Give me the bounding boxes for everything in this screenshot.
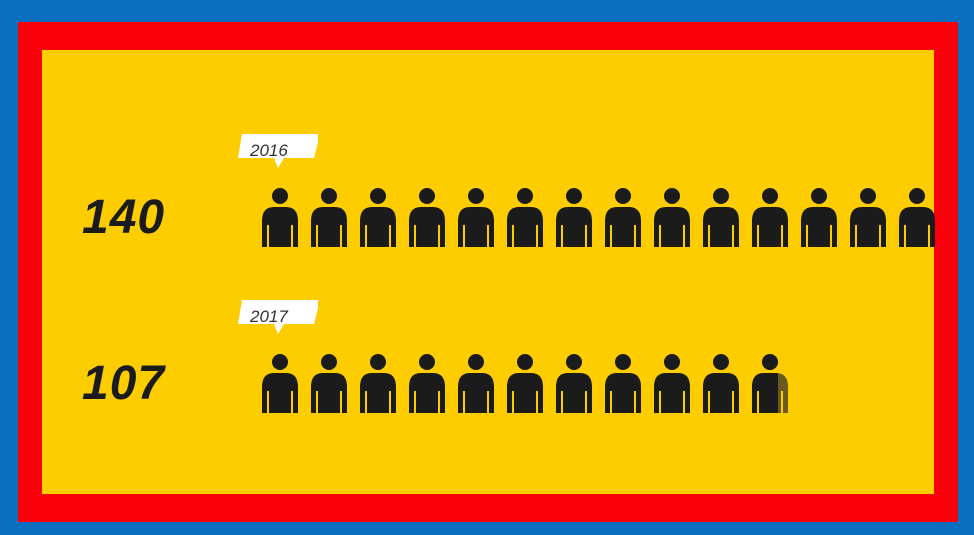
person-icon bbox=[752, 188, 788, 247]
year-label: 2017 bbox=[250, 307, 288, 326]
infographic-panel: 140 2016 107 2017 bbox=[42, 50, 935, 494]
person-icon bbox=[605, 188, 641, 247]
person-icon bbox=[360, 354, 396, 413]
person-icon-partial bbox=[752, 354, 778, 413]
person-icon bbox=[311, 354, 347, 413]
person-icon bbox=[605, 354, 641, 413]
person-icon bbox=[458, 354, 494, 413]
person-icon bbox=[850, 188, 886, 247]
tag-shape bbox=[238, 134, 318, 168]
year-tag: 2017 bbox=[238, 298, 318, 336]
person-icon-row bbox=[262, 354, 788, 413]
person-icon bbox=[458, 188, 494, 247]
person-icon bbox=[409, 188, 445, 247]
person-icon bbox=[703, 188, 739, 247]
person-icon bbox=[654, 188, 690, 247]
person-icon bbox=[409, 354, 445, 413]
year-tag: 2016 bbox=[238, 132, 318, 170]
count-label: 107 bbox=[82, 357, 166, 410]
person-icon bbox=[262, 188, 298, 247]
person-icon bbox=[556, 354, 592, 413]
year-label: 2016 bbox=[250, 141, 288, 160]
row-2016: 140 2016 bbox=[42, 124, 935, 247]
person-icon-row bbox=[262, 188, 935, 247]
person-icon bbox=[311, 188, 347, 247]
person-icon bbox=[262, 354, 298, 413]
person-icon bbox=[556, 188, 592, 247]
person-icon bbox=[360, 188, 396, 247]
person-icon bbox=[801, 188, 837, 247]
count-label: 140 bbox=[82, 191, 166, 244]
person-icon bbox=[507, 188, 543, 247]
frame-container: 140 2016 107 2017 bbox=[18, 22, 958, 522]
person-icon bbox=[703, 354, 739, 413]
person-icon bbox=[899, 188, 935, 247]
person-icon bbox=[654, 354, 690, 413]
row-2017: 107 2017 bbox=[42, 290, 934, 413]
person-icon bbox=[507, 354, 543, 413]
tag-shape bbox=[238, 300, 318, 334]
